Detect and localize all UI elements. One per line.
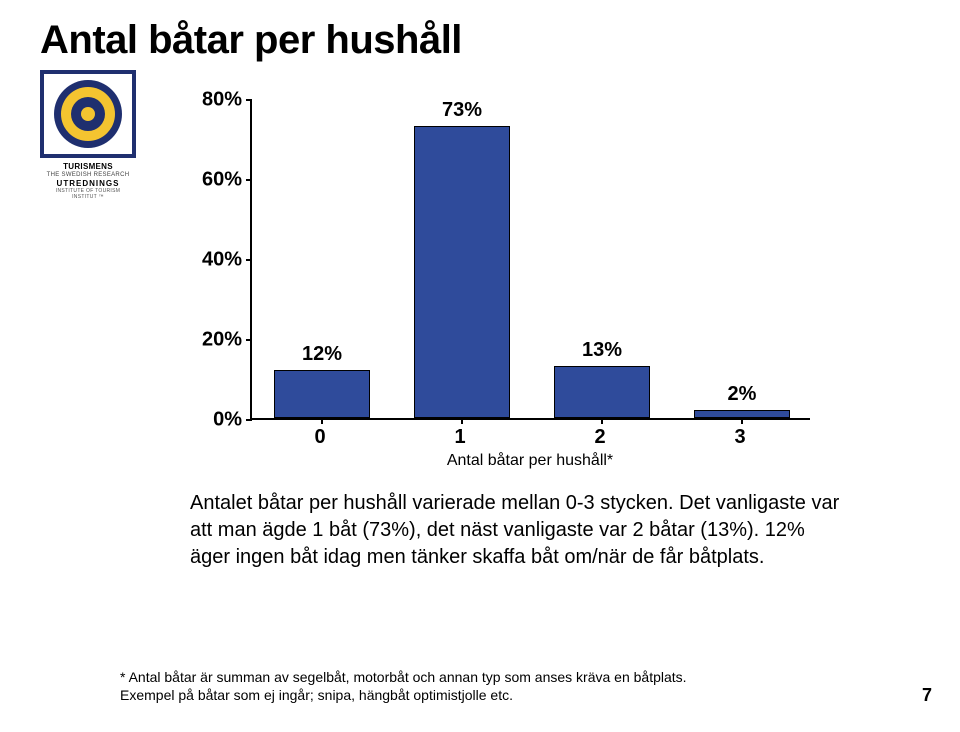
logo-text-5: INSTITUT ™ (40, 194, 136, 200)
slide-page: Antal båtar per hushåll TURISMENS THE SW… (0, 0, 960, 732)
y-tick-label: 40% (202, 249, 242, 272)
bar-value-label: 12% (302, 343, 342, 366)
logo-text-3: UTREDNINGS (40, 179, 136, 189)
page-number: 7 (922, 685, 932, 706)
bar-slot: 73% (392, 98, 532, 418)
bar-slot: 13% (532, 98, 672, 418)
footnote-line-2: Exempel på båtar som ej ingår; snipa, hä… (120, 686, 860, 704)
plot-area: 12% 73% 13% 2% (250, 100, 810, 420)
bars-container: 12% 73% 13% 2% (252, 100, 810, 418)
y-tick-label: 80% (202, 89, 242, 112)
y-axis: 0%20%40%60%80% (190, 100, 250, 420)
logo-ring-inner (71, 97, 105, 131)
y-tick-label: 0% (213, 409, 242, 432)
body-paragraph: Antalet båtar per hushåll varierade mell… (190, 490, 850, 571)
page-title: Antal båtar per hushåll (40, 18, 462, 63)
logo-text-1: TURISMENS (40, 162, 136, 172)
bar-chart: 0%20%40%60%80% 12%73%13%2% 0123 Antal bå… (190, 100, 830, 460)
bar-slot: 12% (252, 98, 392, 418)
org-logo: TURISMENS THE SWEDISH RESEARCH UTREDNING… (40, 70, 136, 200)
x-category-label: 2 (530, 426, 670, 449)
bar (554, 366, 650, 418)
bar-value-label: 13% (582, 339, 622, 362)
logo-text-2: THE SWEDISH RESEARCH (40, 172, 136, 179)
x-category-label: 3 (670, 426, 810, 449)
bar-slot: 2% (672, 98, 812, 418)
x-axis-title: Antal båtar per hushåll* (250, 452, 810, 470)
logo-dot (81, 107, 95, 121)
logo-ring-outer (54, 80, 122, 148)
bar-value-label: 2% (728, 383, 757, 406)
footnote-line-1: * Antal båtar är summan av segelbåt, mot… (120, 668, 860, 686)
logo-ring-mid (61, 87, 115, 141)
x-category-label: 1 (390, 426, 530, 449)
x-category-label: 0 (250, 426, 390, 449)
logo-frame (40, 70, 136, 158)
bar-value-label: 73% (442, 99, 482, 122)
bar (694, 410, 790, 418)
bar (414, 126, 510, 418)
footnote: * Antal båtar är summan av segelbåt, mot… (120, 668, 860, 704)
bar (274, 370, 370, 418)
y-tick-label: 60% (202, 169, 242, 192)
y-tick-label: 20% (202, 329, 242, 352)
logo-caption: TURISMENS THE SWEDISH RESEARCH UTREDNING… (40, 162, 136, 200)
